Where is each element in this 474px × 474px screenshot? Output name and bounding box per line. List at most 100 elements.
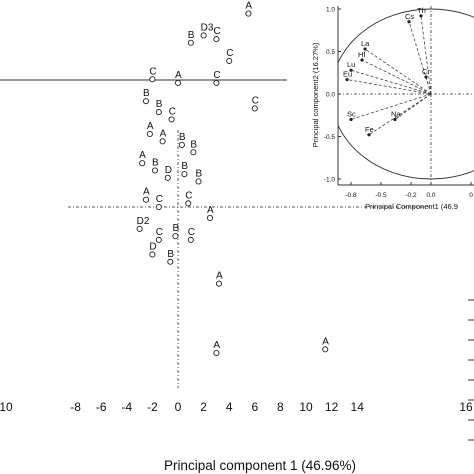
main-point-label: C bbox=[169, 106, 176, 117]
inset-y-tick-label: 1.0 bbox=[326, 7, 335, 14]
main-data-point bbox=[142, 196, 150, 203]
inset-y-tick-label: 0.5 bbox=[326, 49, 335, 56]
inset-vector-tip bbox=[424, 75, 428, 79]
main-x-tick-label: 16 bbox=[459, 400, 473, 414]
main-x-tick-label: 2 bbox=[200, 400, 207, 414]
main-point-label: B bbox=[188, 30, 195, 41]
inset-x-axis-label: Principal Component1 (46.9 bbox=[365, 202, 458, 211]
main-point-label: C bbox=[156, 194, 163, 205]
main-point-label: B bbox=[172, 223, 179, 234]
inset-vector-tip bbox=[367, 133, 371, 137]
inset-y-tick-label: -0.5 bbox=[324, 134, 336, 141]
main-point-label: A bbox=[143, 187, 150, 198]
main-data-point bbox=[149, 251, 156, 258]
main-point-label: D3 bbox=[201, 22, 214, 33]
inset-y-tick-label: -1.0 bbox=[324, 177, 336, 184]
inset-vector-tip bbox=[349, 68, 353, 72]
inset-loading-vector bbox=[350, 69, 432, 95]
main-point-label: A bbox=[216, 271, 223, 282]
inset-y-tick-label: 0.0 bbox=[326, 92, 335, 99]
main-data-point bbox=[213, 349, 220, 357]
main-point-label: A bbox=[213, 340, 220, 351]
main-x-tick-label: -8 bbox=[70, 400, 81, 414]
main-data-point bbox=[139, 160, 146, 167]
main-point-label: A bbox=[322, 336, 329, 347]
inset-x-tick-label: -0.5 bbox=[375, 192, 387, 199]
main-data-point bbox=[174, 79, 182, 86]
main-point-label: B bbox=[195, 168, 202, 179]
main-x-tick-label: 4 bbox=[226, 400, 233, 414]
main-data-point bbox=[215, 280, 223, 287]
main-point-label: C bbox=[252, 95, 259, 106]
inset-vector-tip bbox=[360, 58, 364, 62]
main-point-label: B bbox=[143, 88, 150, 99]
inset-vector-tip bbox=[349, 117, 353, 122]
main-x-tick-label: -6 bbox=[96, 400, 107, 414]
inset-x-tick-label: -0.8 bbox=[345, 192, 357, 199]
inset-loading-vector bbox=[364, 48, 432, 95]
main-point-label: B bbox=[167, 249, 174, 260]
inset-loading-vector bbox=[346, 79, 432, 95]
inset-vector-label: Cr bbox=[422, 67, 430, 76]
main-point-label: B bbox=[179, 132, 186, 143]
main-data-point bbox=[149, 76, 156, 83]
main-data-point bbox=[322, 346, 329, 353]
main-x-tick-label: 12 bbox=[325, 400, 339, 414]
inset-vector-label: Eu bbox=[343, 70, 352, 79]
inset-loading-vector bbox=[420, 15, 432, 95]
main-point-label: A bbox=[139, 150, 146, 161]
inset-vector-tip bbox=[407, 20, 411, 24]
inset-vector-label: Na bbox=[391, 110, 401, 119]
inset-loading-vector bbox=[425, 76, 432, 95]
main-data-point bbox=[142, 98, 150, 105]
inset-y-axis-label: Principal component2 (16.27%) bbox=[311, 42, 320, 147]
main-data-point bbox=[200, 32, 207, 39]
main-data-point bbox=[172, 233, 179, 240]
main-data-point bbox=[136, 225, 143, 232]
main-data-point bbox=[155, 236, 162, 243]
main-x-tick-label: -2 bbox=[147, 400, 158, 414]
main-data-point bbox=[195, 178, 202, 185]
inset-vector-label: Th bbox=[417, 6, 426, 15]
main-point-label: C bbox=[226, 48, 233, 59]
main-point-label: B bbox=[190, 139, 197, 150]
main-point-label: C bbox=[149, 66, 156, 77]
main-x-tick-label: 10 bbox=[299, 400, 313, 414]
main-data-point bbox=[168, 116, 175, 123]
main-x-tick-label: 6 bbox=[251, 400, 258, 414]
inset-vector-label: Sc bbox=[347, 110, 356, 119]
main-data-point bbox=[185, 200, 192, 207]
main-data-point bbox=[155, 109, 162, 116]
main-point-label: C bbox=[156, 227, 163, 238]
main-point-label: B bbox=[156, 99, 163, 110]
inset-vector-label: Hf bbox=[358, 50, 366, 59]
main-point-label: A bbox=[245, 1, 252, 12]
main-data-point bbox=[178, 141, 185, 148]
main-data-point bbox=[187, 39, 194, 46]
main-point-label: A bbox=[175, 70, 182, 81]
main-data-point bbox=[245, 10, 252, 17]
main-point-label: A bbox=[160, 128, 167, 139]
inset-vector-label: Lu bbox=[347, 60, 355, 69]
inset-loading-vector bbox=[361, 59, 432, 95]
main-data-point bbox=[155, 203, 162, 211]
inset-loading-vector bbox=[350, 93, 432, 120]
inset-x-tick-label: 0 bbox=[469, 192, 473, 199]
inset-vector-label: La bbox=[361, 39, 370, 48]
main-point-label: A bbox=[207, 205, 214, 216]
main-point-label: D bbox=[165, 165, 172, 176]
main-data-point bbox=[213, 79, 220, 86]
inset-vector-tip bbox=[393, 117, 397, 122]
main-point-label: B bbox=[181, 161, 188, 172]
main-point-label: D2 bbox=[137, 216, 150, 227]
main-data-point bbox=[167, 258, 174, 265]
main-data-point bbox=[151, 167, 159, 174]
inset-x-tick-label: 0.0 bbox=[426, 192, 435, 199]
main-data-point bbox=[226, 57, 233, 65]
main-x-tick-label: -4 bbox=[121, 400, 132, 414]
inset-vector-tip bbox=[345, 77, 349, 82]
main-point-label: C bbox=[188, 227, 195, 238]
main-data-point bbox=[187, 236, 194, 243]
